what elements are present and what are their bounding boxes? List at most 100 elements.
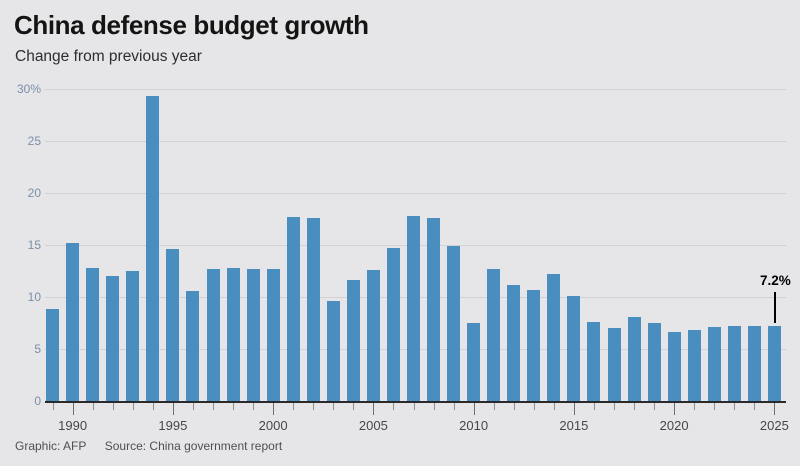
bar-2003 xyxy=(326,301,340,401)
y-axis-label-0: 0 xyxy=(34,394,41,408)
bar-1994 xyxy=(146,96,160,401)
bar-1995 xyxy=(166,249,180,401)
x-tick-1994 xyxy=(152,403,154,410)
x-axis-label-2015: 2015 xyxy=(559,418,589,433)
gridline-30 xyxy=(45,89,786,90)
y-axis-label-5: 5 xyxy=(34,342,41,356)
bar-2017 xyxy=(607,328,621,401)
bar-1992 xyxy=(106,276,120,401)
plot-area xyxy=(45,89,786,403)
x-tick-2022 xyxy=(714,403,716,410)
x-tick-2009 xyxy=(453,403,455,410)
bar-1989 xyxy=(46,309,60,401)
page-subtitle: Change from previous year xyxy=(15,48,202,65)
x-tick-2003 xyxy=(333,403,335,410)
x-tick-1998 xyxy=(233,403,235,410)
bar-2014 xyxy=(547,274,561,401)
x-tick-2025 xyxy=(774,403,776,415)
bar-1996 xyxy=(186,290,200,401)
y-axis-label-15: 15 xyxy=(27,238,41,252)
x-tick-2002 xyxy=(313,403,315,410)
bar-2007 xyxy=(407,215,420,401)
x-tick-2023 xyxy=(734,403,736,410)
x-axis-label-2000: 2000 xyxy=(258,418,288,433)
bar-2023 xyxy=(727,326,741,401)
bar-1991 xyxy=(86,267,100,401)
x-tick-2014 xyxy=(553,403,555,410)
x-tick-2010 xyxy=(473,403,475,415)
bar-2004 xyxy=(346,280,360,401)
x-tick-1992 xyxy=(112,403,114,410)
x-tick-2013 xyxy=(533,403,535,410)
x-tick-2012 xyxy=(513,403,515,410)
x-tick-1989 xyxy=(52,403,54,410)
bar-2020 xyxy=(667,332,681,401)
bar-2010 xyxy=(467,323,481,401)
x-tick-1996 xyxy=(192,403,194,410)
x-tick-2004 xyxy=(353,403,355,410)
bar-2006 xyxy=(386,248,400,401)
gridline-25 xyxy=(45,141,786,142)
x-axis-label-2005: 2005 xyxy=(358,418,388,433)
y-axis-label-10: 10 xyxy=(27,290,41,304)
footer-source: Source: China government report xyxy=(104,439,283,453)
x-tick-2001 xyxy=(293,403,295,410)
bar-1990 xyxy=(66,242,80,401)
x-tick-1991 xyxy=(92,403,94,410)
bar-2012 xyxy=(507,284,521,401)
y-axis-label-25: 25 xyxy=(27,134,41,148)
x-axis-label-2025: 2025 xyxy=(759,418,789,433)
gridline-20 xyxy=(45,193,786,194)
x-tick-2006 xyxy=(393,403,395,410)
bar-1999 xyxy=(246,268,260,401)
x-tick-2019 xyxy=(654,403,656,410)
bar-2015 xyxy=(567,295,581,401)
x-axis-label-1995: 1995 xyxy=(158,418,188,433)
x-axis-label-2010: 2010 xyxy=(459,418,489,433)
bar-2022 xyxy=(707,327,721,401)
x-tick-1995 xyxy=(172,403,174,415)
x-tick-2000 xyxy=(273,403,275,415)
bar-2024 xyxy=(747,326,761,401)
x-tick-1990 xyxy=(72,403,74,415)
bar-2025 xyxy=(767,326,781,401)
x-tick-2005 xyxy=(373,403,375,415)
bar-1997 xyxy=(206,268,220,401)
page-title: China defense budget growth xyxy=(14,10,369,40)
bar-2001 xyxy=(286,216,300,401)
bar-2000 xyxy=(266,268,280,401)
bar-2005 xyxy=(366,269,380,401)
x-tick-2017 xyxy=(614,403,615,410)
bar-2019 xyxy=(647,323,661,401)
x-axis-label-1990: 1990 xyxy=(58,418,88,433)
bar-1993 xyxy=(126,271,140,401)
x-tick-2007 xyxy=(413,403,415,410)
x-tick-2011 xyxy=(493,403,495,410)
bar-1998 xyxy=(226,267,240,401)
bar-2009 xyxy=(447,246,461,401)
footer-credit: Graphic: AFP xyxy=(15,439,87,453)
bar-chart: 0 5 10 15 20 25 30% 1990 1995 2000 2005 2010 2015 202… xyxy=(0,82,800,439)
footer: Graphic: AFP Source: China government re… xyxy=(15,439,297,453)
bar-2002 xyxy=(306,217,320,401)
x-tick-2024 xyxy=(754,403,756,410)
x-tick-2016 xyxy=(593,403,595,410)
x-tick-2008 xyxy=(433,403,435,410)
x-tick-1993 xyxy=(132,403,134,410)
bar-2013 xyxy=(527,289,541,401)
annotation-leader-line xyxy=(774,292,776,324)
y-axis-label-30: 30% xyxy=(16,82,41,96)
x-tick-2018 xyxy=(634,403,636,410)
x-tick-2015 xyxy=(573,403,575,415)
bar-2011 xyxy=(487,268,501,401)
bar-2021 xyxy=(687,330,701,401)
y-axis-label-20: 20 xyxy=(27,186,41,200)
x-tick-1997 xyxy=(213,403,214,410)
x-tick-1999 xyxy=(253,403,255,410)
bar-2018 xyxy=(627,316,641,401)
x-tick-2021 xyxy=(694,403,696,410)
x-axis-label-2020: 2020 xyxy=(659,418,689,433)
x-tick-2020 xyxy=(674,403,676,415)
bar-2016 xyxy=(587,321,601,401)
bar-2008 xyxy=(427,217,441,401)
